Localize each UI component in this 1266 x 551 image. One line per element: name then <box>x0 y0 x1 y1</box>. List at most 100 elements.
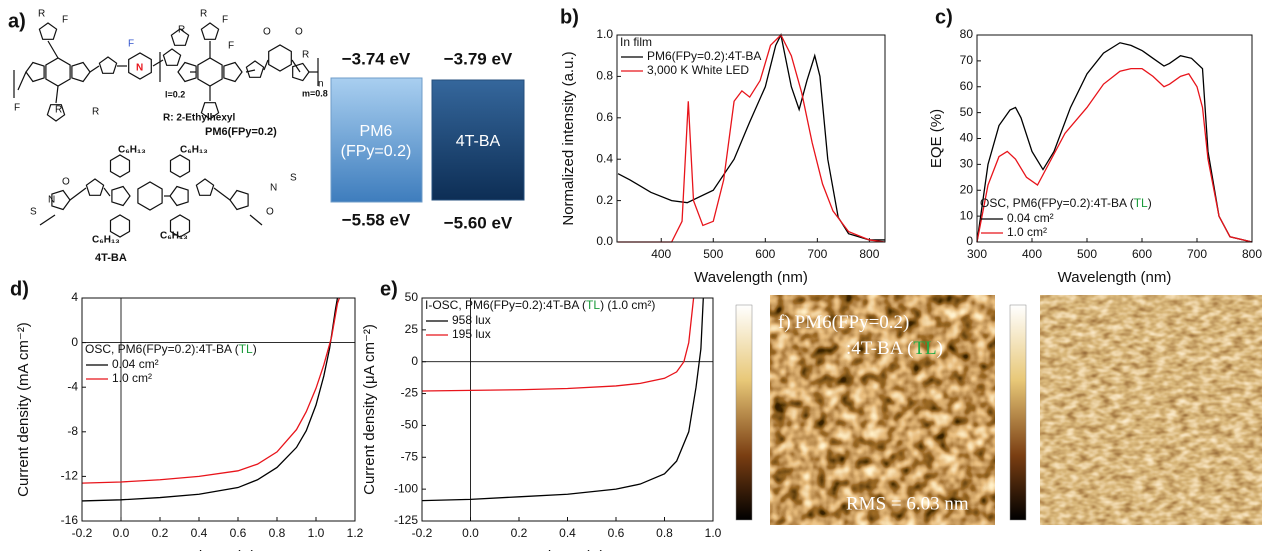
legend-label: 3,000 K White LED <box>647 63 749 77</box>
afm-title-part: TL <box>913 338 936 359</box>
homo-label: −5.60 eV <box>444 213 513 232</box>
legend-title-part: OSC, PM6(FPy=0.2):4T-BA ( <box>980 196 1134 210</box>
ring <box>223 61 243 83</box>
y-tick-label: -50 <box>401 418 419 432</box>
ring <box>85 178 105 196</box>
x-tick-label: 800 <box>1242 247 1262 261</box>
legend-label: 1.0 cm² <box>112 371 152 385</box>
bond <box>245 69 256 73</box>
afm-title-part: :4T-BA ( <box>846 338 913 359</box>
x-axis-label: Wavelength (nm) <box>694 269 808 286</box>
atom-label: S <box>30 207 37 218</box>
atom-label: O <box>62 177 70 188</box>
x-tick-label: 0.4 <box>559 526 576 540</box>
legend-title-part: TL <box>1134 196 1148 210</box>
chemical-structures <box>13 22 319 238</box>
y-tick-label: 0.4 <box>596 151 613 165</box>
x-tick-label: 0.8 <box>656 526 673 540</box>
x-tick-label: 700 <box>807 247 827 261</box>
legend-label: 958 lux <box>452 313 491 327</box>
x-tick-label: 1.0 <box>308 526 325 540</box>
legend-title-part: ) <box>253 342 257 356</box>
bond <box>55 85 59 104</box>
y-tick-label: 1.0 <box>596 27 613 41</box>
legend-label: 1.0 cm² <box>1007 225 1047 239</box>
ring <box>25 61 45 83</box>
bond <box>47 40 59 59</box>
ring <box>169 185 189 207</box>
series-line <box>976 67 1253 243</box>
x-tick-label: 0.6 <box>608 526 625 540</box>
y-tick-label: 40 <box>960 131 974 145</box>
lumo-label: −3.79 eV <box>444 49 513 68</box>
ring <box>51 189 71 211</box>
legend-title: I-OSC, PM6(FPy=0.2):4T-BA (TL) (1.0 cm²) <box>425 298 655 312</box>
atom-label: F <box>128 39 134 50</box>
y-tick-label: 4 <box>71 290 78 304</box>
y-tick-label: 80 <box>960 27 974 41</box>
y-tick-label: 25 <box>405 322 419 336</box>
y-tick-label: -75 <box>401 449 419 463</box>
atom-label: O <box>263 27 271 38</box>
series-line <box>421 297 704 502</box>
panel-label: e) <box>380 278 398 300</box>
ring <box>197 57 223 87</box>
y-tick-label: 0.2 <box>596 193 613 207</box>
substituent: C₆H₁₃ <box>118 145 146 156</box>
atom-label: N <box>270 183 277 194</box>
ring <box>292 62 310 82</box>
colorbar <box>735 304 753 521</box>
ring <box>268 44 292 72</box>
bond <box>39 214 56 226</box>
substituent: C₆H₁₃ <box>180 145 208 156</box>
polymer-name: PM6(FPy=0.2) <box>205 126 277 138</box>
y-axis-label: Current density (μA cm⁻²) <box>361 324 378 495</box>
afm-title-part: PM6(FPy=0.2) <box>795 312 910 333</box>
subscript-label: m=0.8 <box>302 88 328 98</box>
afm-title: f) PM6(FPy=0.2) <box>778 312 909 333</box>
x-tick-label: 800 <box>859 247 879 261</box>
legend-title-part: ) <box>1148 196 1152 210</box>
legend-label: 0.04 cm² <box>1007 211 1054 225</box>
lumo-label: −3.74 eV <box>342 49 411 68</box>
molecule-name: 4T-BA <box>95 252 127 264</box>
atom-label: N <box>136 63 143 74</box>
ring <box>109 154 131 178</box>
annotation: In film <box>620 35 652 49</box>
bond <box>152 59 164 67</box>
series-line <box>81 297 341 484</box>
ring <box>169 154 191 178</box>
panel-label: a) <box>8 10 26 32</box>
ring <box>162 48 182 66</box>
bond <box>291 59 301 73</box>
homo-label: −5.58 eV <box>342 210 411 229</box>
substituent-note: R: 2-Ethylhexyl <box>163 113 235 124</box>
legend-title-part: ) (1.0 cm²) <box>600 298 655 312</box>
subscript-label: n <box>318 79 324 90</box>
ring <box>45 57 71 87</box>
plot-frame <box>976 34 1253 243</box>
y-tick-label: -4 <box>67 379 78 393</box>
series-line <box>421 297 695 392</box>
legend-title-part: I-OSC, PM6(FPy=0.2):4T-BA ( <box>425 298 586 312</box>
ring <box>71 61 91 83</box>
y-axis-label: Normalized intensity (a.u.) <box>560 51 577 225</box>
series-line <box>976 42 1253 243</box>
bond <box>103 187 111 197</box>
bond <box>249 214 263 226</box>
atom-label: R <box>302 50 309 61</box>
x-axis-label: Voltage (V) <box>530 548 604 551</box>
y-tick-label: -16 <box>61 513 79 527</box>
substituent: C₆H₁₃ <box>92 235 120 246</box>
y-tick-label: 30 <box>960 157 974 171</box>
y-tick-label: 20 <box>960 182 974 196</box>
ring <box>169 214 191 238</box>
atom-label: R <box>178 25 185 36</box>
atom-label: F <box>222 15 228 26</box>
atom-label: S <box>290 173 297 184</box>
legend-title: OSC, PM6(FPy=0.2):4T-BA (TL) <box>85 342 257 356</box>
series-line <box>81 297 339 502</box>
atom-label: F <box>228 41 234 52</box>
bond <box>89 65 100 73</box>
panel-label: f) <box>778 312 791 333</box>
